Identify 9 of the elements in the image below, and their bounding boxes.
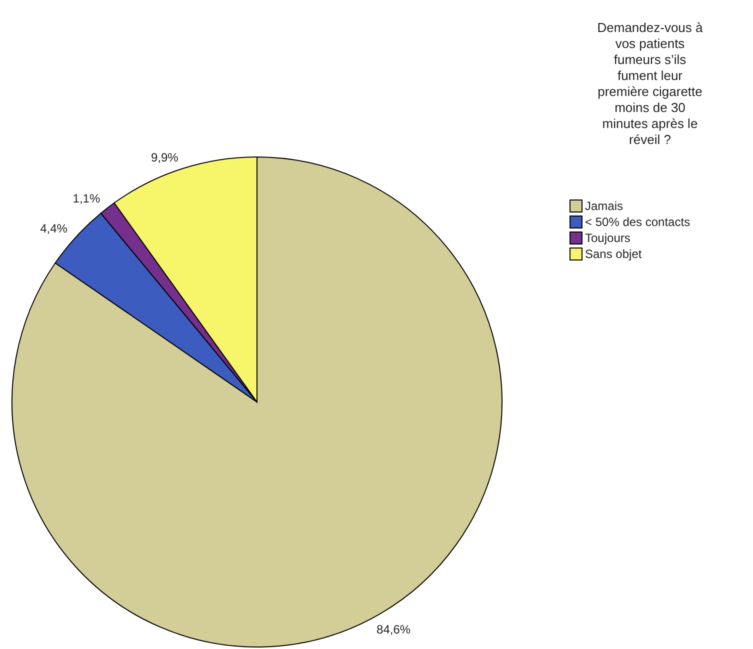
data-label: 84,6% — [376, 622, 411, 637]
legend-label: < 50% des contacts — [585, 215, 690, 230]
data-label: 9,9% — [150, 150, 179, 165]
data-label: 4,4% — [40, 222, 68, 236]
legend-title: Demandez-vous à vos patients fumeurs s’ils fument leur première cigarette moins de 30 minutes après le réveil ? — [597, 20, 704, 147]
data-label: 1,1% — [72, 192, 100, 206]
legend-label: Sans objet — [585, 247, 642, 262]
legend-label: Jamais — [585, 199, 624, 214]
legend-label: Toujours — [585, 231, 630, 246]
